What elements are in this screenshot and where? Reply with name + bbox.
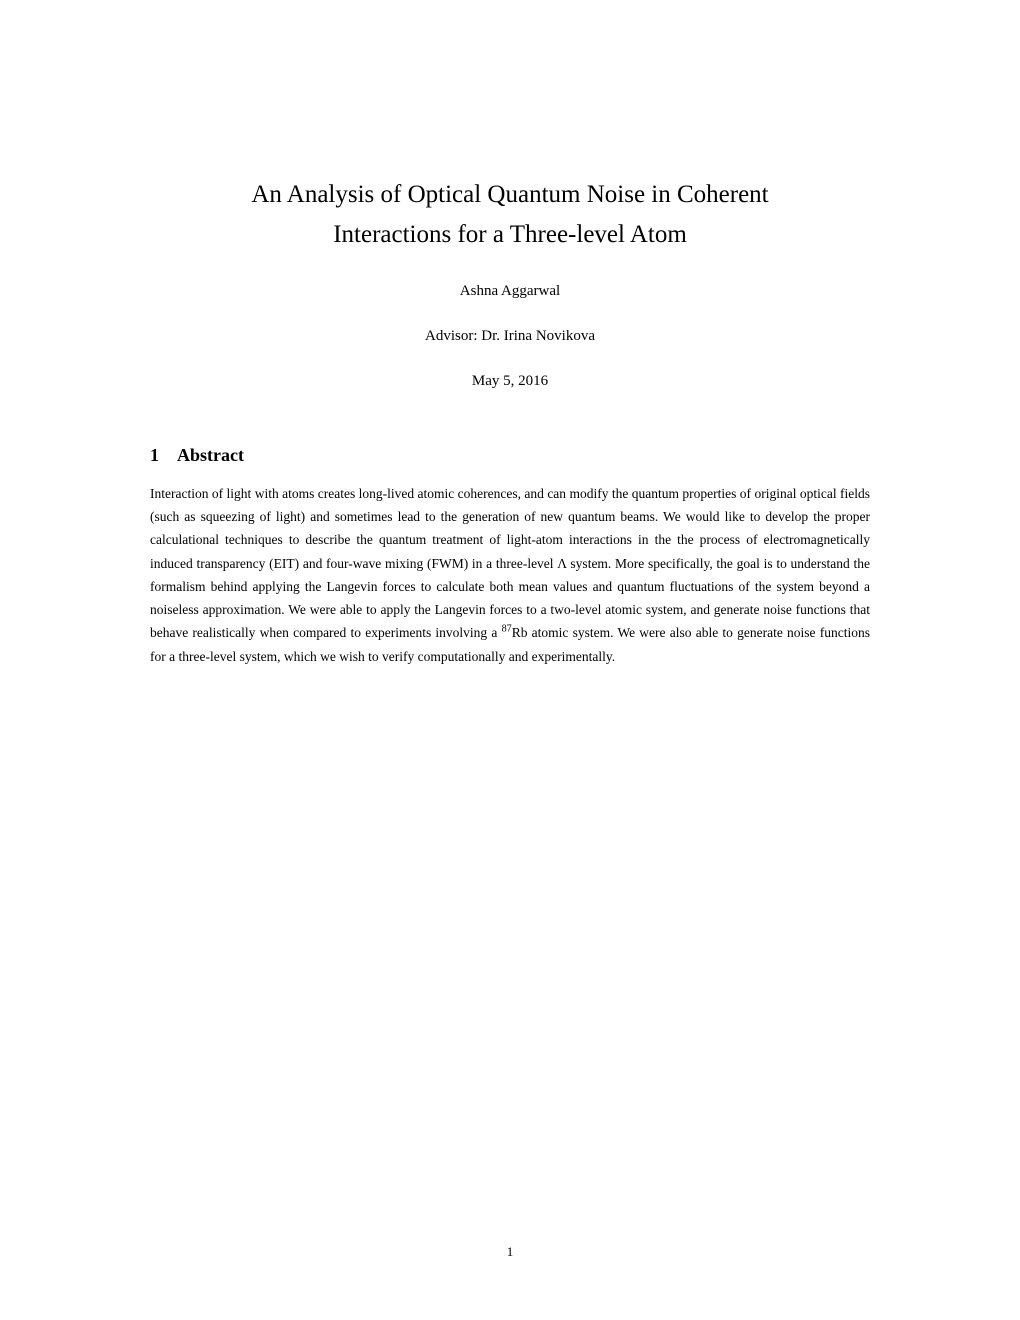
advisor-line: Advisor: Dr. Irina Novikova: [150, 328, 870, 345]
title-line-1: An Analysis of Optical Quantum Noise in …: [251, 181, 768, 208]
page-number: 1: [0, 1244, 1020, 1260]
isotope-superscript: 87: [502, 624, 512, 635]
paper-title: An Analysis of Optical Quantum Noise in …: [150, 175, 870, 255]
section-title: Abstract: [177, 445, 244, 465]
section-number: 1: [150, 445, 159, 465]
section-heading: 1 Abstract: [150, 445, 870, 466]
title-line-2: Interactions for a Three-level Atom: [333, 221, 687, 248]
author-name: Ashna Aggarwal: [150, 283, 870, 300]
abstract-paragraph: Interaction of light with atoms creates …: [150, 482, 870, 668]
date-line: May 5, 2016: [150, 373, 870, 390]
abstract-text-part1: Interaction of light with atoms creates …: [150, 486, 870, 640]
